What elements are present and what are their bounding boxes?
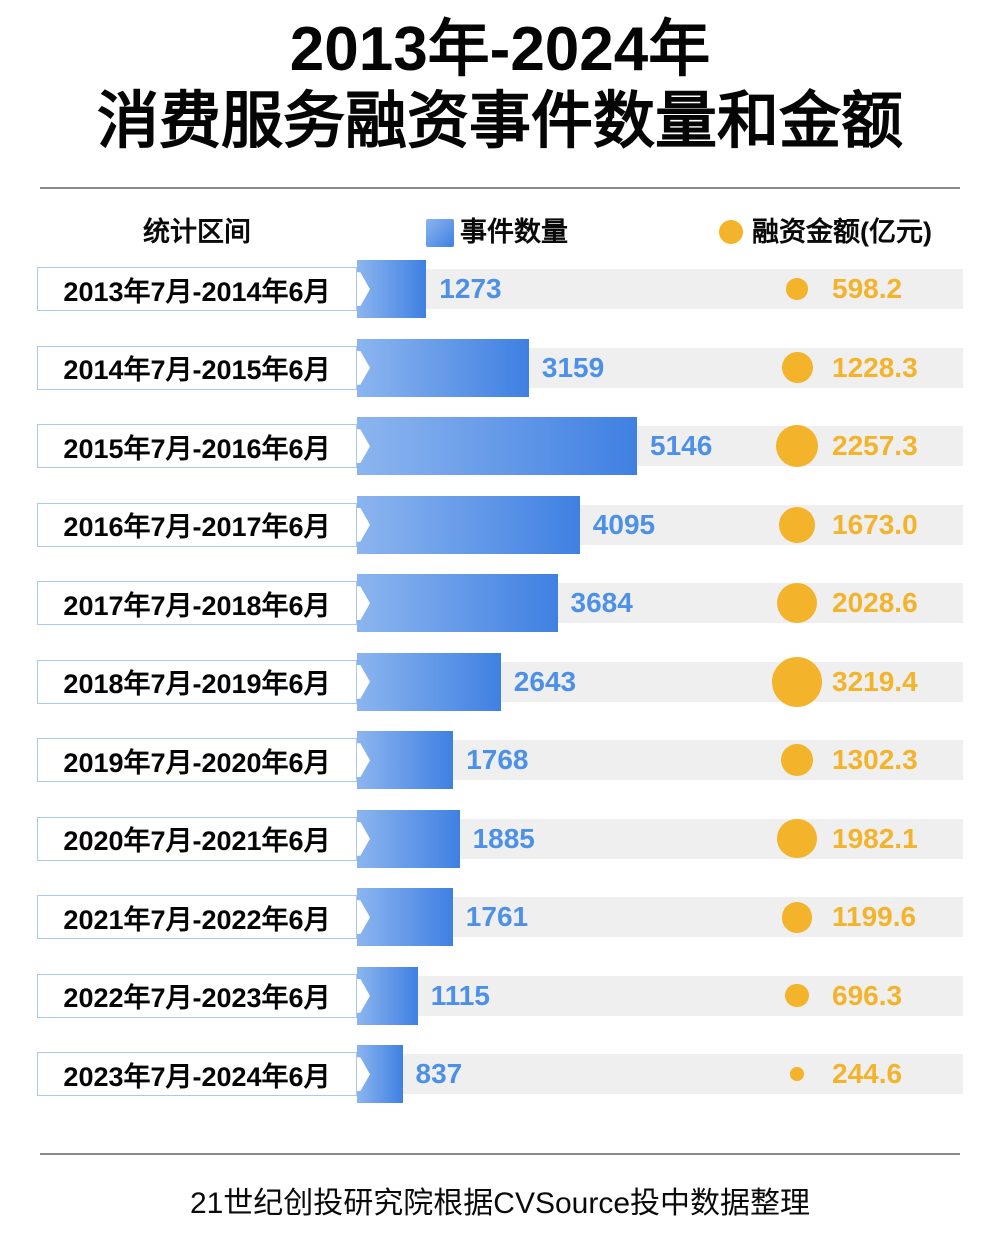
chart-row: 2016年7月-2017年6月 4095 1673.0	[0, 486, 1000, 565]
amount-bubble	[781, 901, 813, 933]
chart-row: 2020年7月-2021年6月 1885 1982.1	[0, 800, 1000, 879]
row-period-label: 2018年7月-2019年6月	[37, 659, 357, 704]
event-count-value: 5146	[650, 430, 713, 461]
amount-bubble	[790, 1067, 804, 1082]
amount-value: 1199.6	[832, 901, 917, 932]
row-track	[357, 897, 963, 938]
chart-row: 2013年7月-2014年6月 1273 598.2	[0, 250, 1000, 329]
event-count-value: 1768	[466, 744, 529, 775]
chart-row: 2019年7月-2020年6月 1768 1302.3	[0, 721, 1000, 800]
amount-value: 3219.4	[832, 665, 918, 697]
amount-value: 1228.3	[832, 351, 918, 383]
amount-value: 244.6	[832, 1058, 903, 1089]
amount-bubble	[777, 819, 817, 859]
row-period-label: 2017年7月-2018年6月	[37, 581, 357, 626]
chart-row: 2022年7月-2023年6月 1115 696.3	[0, 957, 1000, 1036]
event-count-value: 4095	[592, 508, 656, 540]
amount-value: 696.3	[832, 979, 903, 1011]
row-period-label: 2016年7月-2017年6月	[37, 502, 357, 547]
event-count-value: 837	[415, 1058, 463, 1089]
amount-bubble	[781, 352, 813, 384]
event-count-legend-label: 事件数量	[460, 217, 568, 247]
event-count-bar	[357, 809, 460, 868]
row-track	[357, 740, 963, 781]
row-period-label: 2023年7月-2024年6月	[37, 1052, 357, 1097]
amount-value: 1302.3	[832, 744, 918, 775]
event-count-value: 3684	[570, 587, 633, 618]
event-count-bar	[357, 731, 454, 790]
chart-row: 2014年7月-2015年6月 3159 1228.3	[0, 329, 1000, 408]
event-count-value: 1885	[472, 822, 535, 854]
event-count-legend-swatch-icon	[426, 219, 454, 247]
amount-legend-dot-icon	[719, 220, 743, 244]
event-count-bar	[357, 417, 637, 476]
event-count-value: 1273	[439, 273, 502, 304]
amount-value: 2257.3	[832, 430, 918, 461]
event-count-bar	[357, 495, 580, 554]
row-period-label: 2019年7月-2020年6月	[37, 738, 357, 783]
amount-value: 1673.0	[832, 508, 918, 540]
amount-bubble	[776, 425, 818, 468]
row-period-label: 2013年7月-2014年6月	[37, 267, 357, 312]
amount-value: 598.2	[832, 273, 903, 304]
row-period-label: 2020年7月-2021年6月	[37, 816, 357, 861]
chart-row: 2017年7月-2018年6月 3684 2028.6	[0, 564, 1000, 643]
row-track	[357, 975, 963, 1016]
row-period-label: 2014年7月-2015年6月	[37, 345, 357, 390]
event-count-value: 3159	[541, 351, 605, 383]
event-count-value: 2643	[513, 665, 577, 697]
amount-bubble	[771, 656, 823, 707]
chart-title-line1: 2013年-2024年	[289, 15, 711, 84]
amount-value: 1982.1	[832, 822, 918, 854]
event-count-value: 1761	[465, 901, 529, 932]
chart-row: 2015年7月-2016年6月 5146 2257.3	[0, 407, 1000, 486]
period-column-header: 统计区间	[143, 217, 251, 247]
chart-row: 2023年7月-2024年6月 837 244.6	[0, 1035, 1000, 1114]
amount-bubble	[781, 744, 813, 777]
amount-legend-label: 融资金额(亿元)	[752, 217, 932, 247]
event-count-value: 1115	[430, 979, 490, 1011]
row-period-label: 2022年7月-2023年6月	[37, 973, 357, 1018]
chart-title: 2013年-2024年 消费服务融资事件数量和金额	[0, 14, 1000, 158]
chart-row: 2021年7月-2022年6月 1761 1199.6	[0, 878, 1000, 957]
row-period-label: 2021年7月-2022年6月	[37, 895, 357, 940]
bottom-divider	[40, 1153, 960, 1155]
event-count-bar	[357, 888, 453, 947]
amount-bubble	[778, 506, 816, 543]
amount-value: 2028.6	[832, 587, 918, 618]
amount-bubble	[777, 583, 817, 624]
source-note: 21世纪创投研究院根据CVSource投中数据整理	[189, 1187, 811, 1220]
row-track	[357, 1054, 963, 1095]
event-count-bar	[357, 652, 501, 711]
row-period-label: 2015年7月-2016年6月	[37, 424, 357, 469]
event-count-bar	[357, 574, 558, 633]
chart-rows: 2013年7月-2014年6月 1273 598.2 2014年7月-2015年6月 3…	[0, 250, 1000, 1114]
amount-bubble	[785, 984, 809, 1008]
top-divider	[40, 187, 960, 189]
chart-title-line2: 消费服务融资事件数量和金额	[96, 87, 903, 156]
row-track	[357, 269, 963, 310]
chart-row: 2018年7月-2019年6月 2643 3219.4	[0, 643, 1000, 722]
amount-bubble	[786, 278, 808, 300]
event-count-bar	[357, 338, 529, 397]
